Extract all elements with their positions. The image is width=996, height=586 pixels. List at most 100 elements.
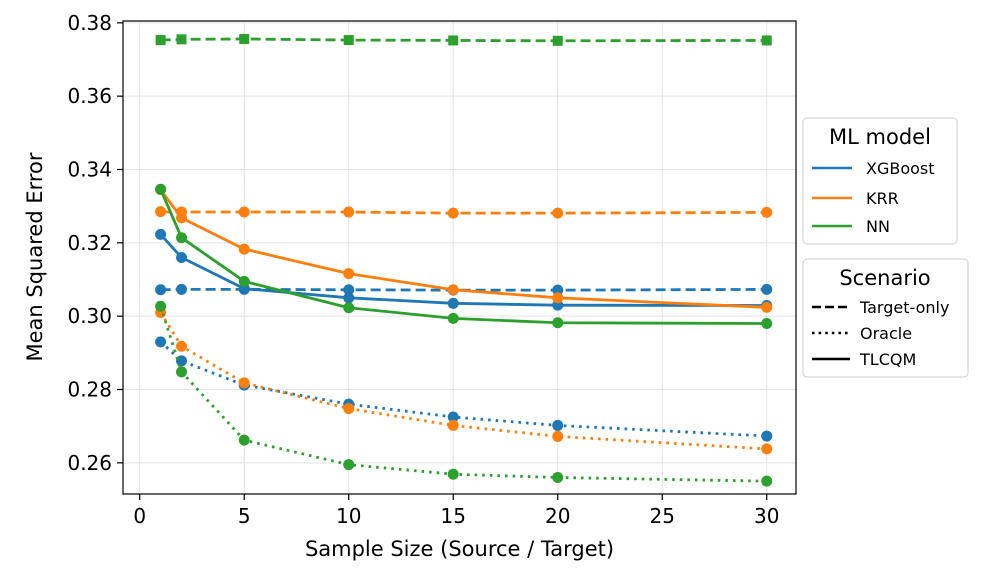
legend-scenario: Scenario Target-only Oracle TLCQM (802, 258, 969, 378)
point-nn-target-only-x5 (239, 33, 250, 44)
point-xgboost-target-only-x30 (761, 283, 773, 295)
legend-label-krr: KRR (866, 189, 899, 208)
y-tick-label-0-26: 0.26 (67, 451, 112, 475)
series-line-xgboost-tlcqm (159, 233, 767, 307)
axes-frame (122, 20, 797, 495)
point-krr-tlcqm-x20 (552, 292, 564, 304)
point-nn-oracle-x1 (155, 300, 167, 312)
series-line-krr-target-only (160, 210, 767, 215)
point-nn-tlcqm-x30 (761, 318, 773, 329)
legend-label-xgboost: XGBoost (866, 159, 935, 178)
point-xgboost-tlcqm-x2 (176, 252, 188, 263)
plot-area-border (122, 20, 797, 495)
series-krr-target-only (155, 206, 773, 219)
point-xgboost-tlcqm-x15 (447, 297, 459, 309)
series-line-nn-oracle (159, 305, 767, 483)
y-tick-label-0-38: 0.38 (67, 11, 112, 35)
point-krr-target-only-x1 (155, 206, 167, 218)
point-nn-target-only-x15 (448, 35, 459, 46)
point-krr-oracle-x5 (238, 377, 250, 389)
y-tick-label-0-30: 0.30 (67, 304, 112, 328)
point-xgboost-oracle-x2 (176, 355, 188, 367)
legend-label-oracle: Oracle (860, 324, 912, 343)
point-krr-tlcqm-x15 (447, 284, 459, 296)
point-krr-tlcqm-x30 (761, 301, 773, 313)
point-krr-target-only-x30 (761, 206, 773, 218)
y-tick-label-0-34: 0.34 (67, 158, 112, 182)
point-nn-oracle-x2 (176, 366, 188, 378)
point-xgboost-target-only-x1 (155, 284, 167, 296)
legend-scenario-title: Scenario (839, 266, 930, 290)
point-nn-tlcqm-x20 (552, 317, 564, 329)
legend-model-frame (802, 117, 958, 245)
point-krr-oracle-x10 (343, 403, 355, 415)
x-tick-label-10: 10 (336, 504, 361, 528)
legend-label-nn: NN (866, 217, 890, 236)
point-nn-oracle-x30 (761, 475, 773, 487)
x-ticks: 0 5 10 15 20 25 30 (133, 494, 779, 528)
point-xgboost-oracle-x20 (552, 419, 564, 431)
point-krr-target-only-x20 (552, 207, 564, 219)
point-nn-target-only-x1 (155, 35, 166, 46)
point-xgboost-target-only-x20 (552, 284, 564, 296)
point-xgboost-tlcqm-x1 (155, 228, 167, 240)
point-krr-target-only-x5 (238, 206, 250, 218)
x-tick-label-25: 25 (650, 504, 675, 528)
point-xgboost-target-only-x10 (343, 284, 355, 296)
legend-scenario-frame (802, 258, 969, 378)
y-axis-label: Mean Squared Error (23, 152, 47, 361)
point-krr-oracle-x15 (447, 419, 459, 431)
point-nn-target-only-x2 (176, 34, 187, 45)
legend-model-title: ML model (829, 125, 931, 149)
series-layer (155, 33, 773, 487)
series-krr-tlcqm (155, 184, 773, 313)
legend-label-tlcqm: TLCQM (859, 350, 916, 369)
point-nn-oracle-x10 (343, 459, 355, 471)
point-krr-tlcqm-x10 (343, 268, 355, 280)
x-tick-label-30: 30 (754, 504, 779, 528)
series-xgboost-tlcqm (155, 228, 773, 312)
point-krr-oracle-x30 (761, 443, 773, 455)
series-xgboost-oracle (155, 336, 773, 442)
point-nn-oracle-x20 (552, 472, 564, 483)
point-krr-tlcqm-x2 (176, 212, 188, 224)
point-nn-tlcqm-x15 (447, 312, 459, 324)
point-nn-oracle-x15 (447, 468, 459, 480)
x-tick-label-20: 20 (545, 504, 570, 528)
series-line-krr-oracle (159, 311, 767, 451)
point-krr-target-only-x10 (343, 206, 355, 218)
x-axis-label: Sample Size (Source / Target) (305, 537, 614, 561)
point-xgboost-oracle-x1 (155, 336, 167, 348)
point-nn-tlcqm-x2 (176, 232, 188, 244)
series-line-nn-target-only (160, 37, 767, 43)
y-ticks: 0.26 0.28 0.30 0.32 0.34 0.36 0.38 (67, 11, 123, 475)
point-xgboost-oracle-x30 (761, 430, 773, 442)
point-nn-tlcqm-x10 (343, 302, 355, 314)
point-krr-oracle-x20 (552, 430, 564, 442)
point-krr-target-only-x15 (447, 207, 459, 219)
series-nn-oracle (155, 300, 773, 487)
x-tick-label-15: 15 (441, 504, 466, 528)
x-tick-label-5: 5 (238, 504, 251, 528)
point-nn-target-only-x30 (761, 35, 772, 46)
point-nn-tlcqm-x1 (155, 183, 167, 195)
point-xgboost-target-only-x2 (176, 283, 188, 295)
point-xgboost-oracle-x15 (447, 411, 459, 423)
series-nn-tlcqm (155, 183, 773, 329)
point-nn-oracle-x5 (238, 434, 250, 446)
point-nn-target-only-x20 (552, 35, 563, 46)
series-line-xgboost-oracle (159, 340, 767, 438)
legend-model: ML model XGBoost KRR NN (802, 117, 958, 245)
y-tick-label-0-36: 0.36 (67, 84, 112, 108)
series-nn-target-only (155, 33, 772, 46)
point-krr-tlcqm-x5 (238, 243, 250, 255)
point-xgboost-tlcqm-x10 (343, 292, 355, 304)
point-krr-oracle-x2 (176, 340, 188, 352)
point-nn-target-only-x10 (343, 35, 354, 46)
point-nn-tlcqm-x5 (238, 275, 250, 287)
y-tick-label-0-28: 0.28 (67, 378, 112, 402)
grid (123, 21, 796, 494)
x-tick-label-0: 0 (133, 504, 146, 528)
legend-label-target-only: Target-only (859, 298, 949, 317)
